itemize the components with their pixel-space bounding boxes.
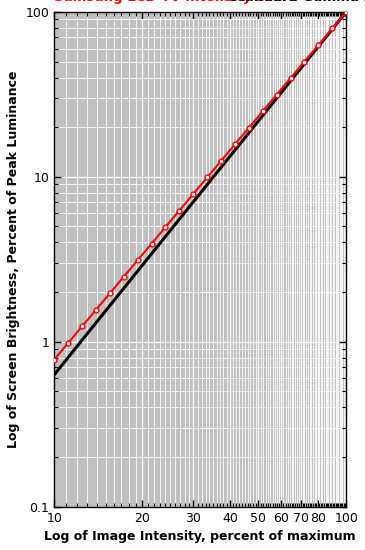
Text: Samsung LCD TV Intensity Scale: Samsung LCD TV Intensity Scale	[54, 0, 296, 4]
X-axis label: Log of Image Intensity, percent of maximum: Log of Image Intensity, percent of maxim…	[45, 530, 356, 543]
Y-axis label: Log of Screen Brightness, Percent of Peak Luminance: Log of Screen Brightness, Percent of Pea…	[7, 70, 20, 448]
Text: Standard Gamma 2.2: Standard Gamma 2.2	[229, 0, 365, 4]
